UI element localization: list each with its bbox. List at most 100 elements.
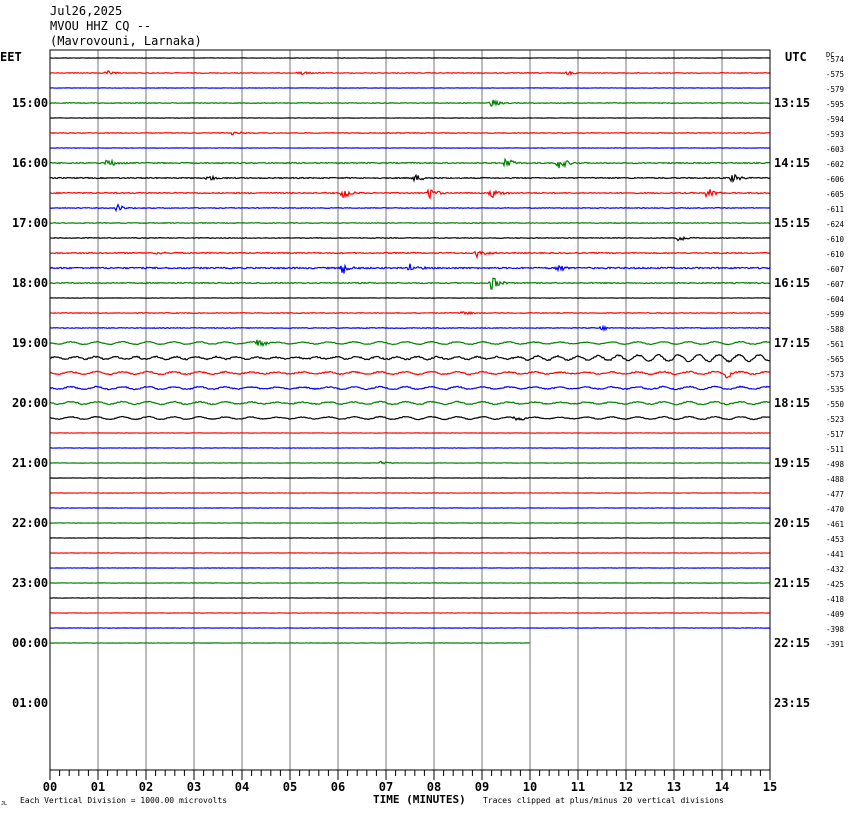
dc-offset-label: -398 [826,625,845,634]
header-location: (Mavrovouni, Larnaka) [50,34,202,48]
right-zone-label: UTC [785,50,807,64]
dc-offset-label: -470 [826,505,845,514]
dc-offset-label: -477 [826,490,844,499]
x-axis-title: TIME (MINUTES) [373,793,466,806]
right-time-label: 13:15 [774,96,810,110]
dc-offset-label: -611 [826,205,844,214]
dc-offset-label: -599 [826,310,844,319]
dc-offset-label: -606 [826,175,845,184]
clip-note: Traces clipped at plus/minus 20 vertical… [483,796,724,805]
seismic-trace [49,173,771,184]
x-tick-label: 07 [379,780,393,794]
left-time-label: 21:00 [12,456,48,470]
x-tick-label: 13 [667,780,681,794]
seismic-trace [49,221,771,225]
label-layer: 00 01 02 03 04 05 06 07 08 09 10 11 12 13 14 15 15:00 13:… [12,55,845,794]
left-time-label: 19:00 [12,336,48,350]
seismic-trace [49,157,771,169]
left-time-label: 23:00 [12,576,48,590]
left-time-label: 22:00 [12,516,48,530]
header-date: Jul26,2025 [50,4,123,18]
dc-offset-label: -610 [826,235,845,244]
dc-offset-label: -517 [826,430,844,439]
left-time-label: 20:00 [12,396,48,410]
dc-offset-label: -409 [826,610,844,619]
dc-offset-label: -425 [826,580,844,589]
dc-offset-label: -418 [826,595,845,604]
dc-offset-label: -561 [826,340,844,349]
x-tick-label: 00 [43,780,57,794]
seismic-trace [49,339,771,348]
dc-offset-label: -550 [826,400,845,409]
dc-offset-label: -610 [826,250,845,259]
x-tick-label: 09 [475,780,489,794]
dc-offset-label: -565 [826,355,844,364]
right-time-label: 23:15 [774,696,810,710]
right-time-label: 21:15 [774,576,810,590]
right-time-label: 17:15 [774,336,810,350]
x-tick-label: 05 [283,780,297,794]
dc-offset-label: -624 [826,220,845,229]
x-tick-label: 02 [139,780,153,794]
left-time-label: 15:00 [12,96,48,110]
x-tick-label: 10 [523,780,537,794]
right-time-label: 15:15 [774,216,810,230]
dc-offset-label: -603 [826,145,844,154]
seismic-trace [49,324,771,332]
x-tick-label: 08 [427,780,441,794]
dc-offset-label: -594 [826,115,845,124]
dc-offset-label: -575 [826,70,844,79]
dc-offset-label: -607 [826,265,844,274]
seismic-trace [49,263,771,274]
left-time-label: 17:00 [12,216,48,230]
dc-offset-label: -607 [826,280,844,289]
seismic-trace [49,131,771,136]
x-tick-label: 11 [571,780,585,794]
dc-offset-label: -595 [826,100,844,109]
seismic-trace [49,188,771,200]
dc-offset-label: -523 [826,415,844,424]
seismic-trace [49,99,771,107]
left-time-label: 01:00 [12,696,48,710]
seismic-trace [49,69,771,76]
dc-offset-label: -588 [826,325,845,334]
seismic-trace [49,250,771,260]
seismic-trace [49,277,771,290]
dc-offset-label: -535 [826,385,844,394]
x-tick-label: 06 [331,780,345,794]
seismic-trace [49,353,771,363]
seismic-trace [49,415,771,422]
dc-offset-label: -441 [826,550,844,559]
dc-offset-label: -511 [826,445,844,454]
right-time-label: 16:15 [774,276,810,290]
x-tick-label: 15 [763,780,777,794]
grid-layer [49,50,771,780]
seismic-trace [49,203,771,213]
right-time-label: 14:15 [774,156,810,170]
dc-offset-label: -432 [826,565,844,574]
left-time-label: 16:00 [12,156,48,170]
corner-mark: JL [1,801,7,807]
plot-frame [49,49,771,771]
x-tick-label: 03 [187,780,201,794]
header-station: MVOU HHZ CQ -- [50,19,152,33]
left-time-label: 18:00 [12,276,48,290]
scale-note: Each Vertical Division = 1000.00 microvo… [20,796,227,805]
dc-offset-label: -573 [826,370,844,379]
x-tick-label: 01 [91,780,105,794]
seismic-trace [49,370,771,379]
seismic-trace [49,235,771,242]
right-time-label: 19:15 [774,456,810,470]
dc-offset-label: -391 [826,640,844,649]
dc-offset-label: -604 [826,295,845,304]
x-tick-label: 04 [235,780,249,794]
right-time-label: 22:15 [774,636,810,650]
dc-offset-label: -488 [826,475,845,484]
seismic-trace [49,460,771,465]
x-tick-label: 12 [619,780,633,794]
dc-offset-label: -602 [826,160,844,169]
dc-header-label: DC [826,51,834,59]
trace-layer [49,57,771,644]
left-time-label: 00:00 [12,636,48,650]
